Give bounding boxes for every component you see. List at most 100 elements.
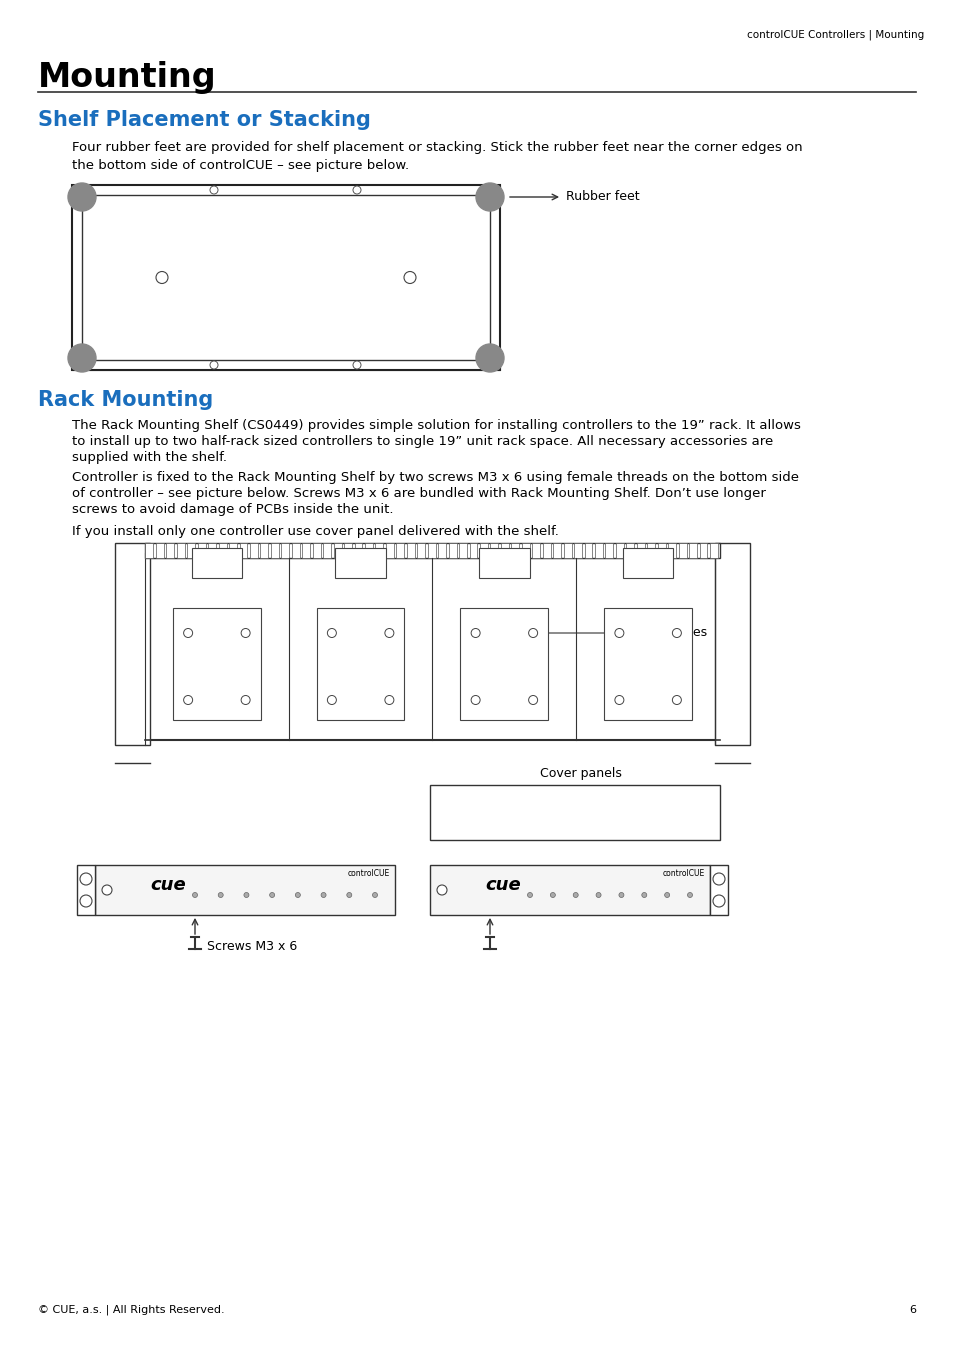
Circle shape xyxy=(476,184,503,211)
Circle shape xyxy=(210,360,218,369)
Bar xyxy=(714,543,749,745)
Bar xyxy=(416,543,425,558)
Bar xyxy=(595,543,602,558)
Bar xyxy=(605,543,613,558)
Circle shape xyxy=(471,629,479,637)
Bar xyxy=(335,548,385,578)
Circle shape xyxy=(327,629,336,637)
Bar xyxy=(616,543,623,558)
Circle shape xyxy=(527,892,532,898)
Bar xyxy=(192,548,242,578)
Bar xyxy=(584,543,592,558)
Bar xyxy=(166,543,174,558)
Bar xyxy=(218,543,226,558)
Circle shape xyxy=(183,695,193,705)
Circle shape xyxy=(327,695,336,705)
Bar xyxy=(365,543,373,558)
Bar xyxy=(115,543,150,745)
Circle shape xyxy=(80,895,91,907)
Text: If you install only one controller use cover panel delivered with the shelf.: If you install only one controller use c… xyxy=(71,525,558,537)
Bar xyxy=(145,558,720,740)
Circle shape xyxy=(353,186,360,194)
Bar xyxy=(396,543,404,558)
Circle shape xyxy=(687,892,692,898)
Bar xyxy=(437,543,446,558)
Circle shape xyxy=(615,695,623,705)
Text: cue: cue xyxy=(150,876,186,894)
Bar xyxy=(430,865,709,915)
Text: © CUE, a.s. | All Rights Reserved.: © CUE, a.s. | All Rights Reserved. xyxy=(38,1304,224,1315)
Text: Shelf Placement or Stacking: Shelf Placement or Stacking xyxy=(38,109,371,130)
Bar xyxy=(622,548,673,578)
Bar xyxy=(155,543,164,558)
Bar xyxy=(406,543,415,558)
Bar xyxy=(532,543,539,558)
Bar xyxy=(313,543,320,558)
Circle shape xyxy=(183,629,193,637)
Bar xyxy=(709,865,727,915)
Text: screws to avoid damage of PCBs inside the unit.: screws to avoid damage of PCBs inside th… xyxy=(71,504,393,517)
Circle shape xyxy=(80,873,91,886)
Bar xyxy=(82,194,490,360)
Text: Rubber feet: Rubber feet xyxy=(565,190,639,204)
Bar xyxy=(427,543,436,558)
Text: Mounting: Mounting xyxy=(38,62,216,95)
Circle shape xyxy=(193,892,197,898)
Bar xyxy=(626,543,634,558)
Circle shape xyxy=(241,695,250,705)
Bar xyxy=(281,543,289,558)
Bar xyxy=(688,543,697,558)
Bar xyxy=(260,543,268,558)
Circle shape xyxy=(528,695,537,705)
Bar xyxy=(478,548,529,578)
Circle shape xyxy=(471,695,479,705)
Circle shape xyxy=(384,629,394,637)
Circle shape xyxy=(618,892,623,898)
Bar xyxy=(355,543,362,558)
Text: Rack Mounting: Rack Mounting xyxy=(38,390,213,410)
Circle shape xyxy=(241,629,250,637)
Bar xyxy=(71,185,499,194)
Circle shape xyxy=(672,629,680,637)
Bar xyxy=(386,543,394,558)
Circle shape xyxy=(436,886,447,895)
Bar xyxy=(71,360,499,370)
Bar xyxy=(500,543,508,558)
Bar xyxy=(316,608,404,720)
Bar xyxy=(637,543,644,558)
Bar xyxy=(146,543,153,558)
Bar xyxy=(448,543,456,558)
Bar xyxy=(657,543,665,558)
Circle shape xyxy=(550,892,555,898)
Text: controlCUE Controllers | Mounting: controlCUE Controllers | Mounting xyxy=(746,30,923,40)
Text: supplied with the shelf.: supplied with the shelf. xyxy=(71,451,227,463)
Circle shape xyxy=(528,629,537,637)
Bar xyxy=(250,543,257,558)
Circle shape xyxy=(641,892,646,898)
Bar xyxy=(172,608,260,720)
Text: Screw holes: Screw holes xyxy=(632,626,706,640)
Bar xyxy=(511,543,518,558)
Circle shape xyxy=(476,344,503,373)
Circle shape xyxy=(321,892,326,898)
Bar xyxy=(521,543,529,558)
Circle shape xyxy=(68,344,96,373)
Circle shape xyxy=(218,892,223,898)
Bar xyxy=(197,543,206,558)
Circle shape xyxy=(596,892,600,898)
Bar xyxy=(208,543,215,558)
Bar xyxy=(344,543,352,558)
Text: the bottom side of controlCUE – see picture below.: the bottom side of controlCUE – see pict… xyxy=(71,158,409,171)
Bar xyxy=(460,608,548,720)
Bar xyxy=(542,543,550,558)
Bar xyxy=(95,865,395,915)
Text: Cover panels: Cover panels xyxy=(539,767,621,779)
Circle shape xyxy=(347,892,352,898)
Bar xyxy=(563,543,571,558)
Circle shape xyxy=(664,892,669,898)
Circle shape xyxy=(156,271,168,284)
Circle shape xyxy=(384,695,394,705)
Text: The Rack Mounting Shelf (CS0449) provides simple solution for installing control: The Rack Mounting Shelf (CS0449) provide… xyxy=(71,418,800,432)
Text: controlCUE: controlCUE xyxy=(662,868,704,878)
Circle shape xyxy=(295,892,300,898)
